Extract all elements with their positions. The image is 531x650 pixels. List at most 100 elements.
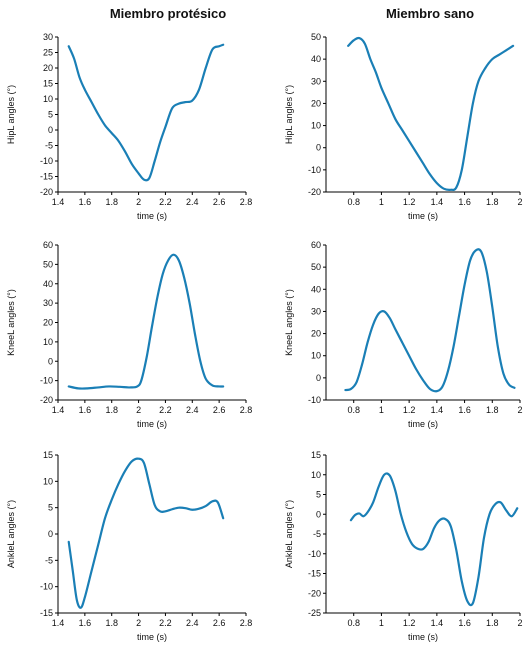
y-axis-label: HipL angles (°) xyxy=(284,85,294,144)
y-tick-label: 30 xyxy=(311,76,321,86)
y-tick-label: 60 xyxy=(311,240,321,250)
x-tick-label: 2.8 xyxy=(240,618,253,628)
x-tick-label: 1.2 xyxy=(403,618,416,628)
x-tick-label: 2.2 xyxy=(159,405,172,415)
y-tick-label: 40 xyxy=(311,54,321,64)
x-tick-label: 1 xyxy=(379,197,384,207)
series-line-knee-prosthetic xyxy=(67,253,225,390)
y-tick-label: 20 xyxy=(311,98,321,108)
y-tick-label: 30 xyxy=(43,298,53,308)
x-tick-label: 1.4 xyxy=(431,405,444,415)
y-tick-label: 20 xyxy=(43,318,53,328)
y-tick-label: -20 xyxy=(308,588,321,598)
x-tick-label: 1.2 xyxy=(403,405,416,415)
x-tick-label: 1.4 xyxy=(52,405,65,415)
y-tick-label: 5 xyxy=(48,110,53,120)
column-title-prosthetic: Miembro protésico xyxy=(109,6,227,21)
x-tick-label: 1.6 xyxy=(458,618,471,628)
y-tick-label: 40 xyxy=(43,279,53,289)
x-tick-label: 1.8 xyxy=(486,618,499,628)
y-tick-label: -15 xyxy=(308,569,321,579)
x-tick-label: 1.6 xyxy=(79,405,92,415)
x-tick-label: 2.8 xyxy=(240,405,253,415)
y-tick-label: 40 xyxy=(311,284,321,294)
y-tick-label: -10 xyxy=(40,376,53,386)
x-tick-label: 1.6 xyxy=(458,197,471,207)
y-tick-label: 60 xyxy=(43,240,53,250)
x-tick-label: 2.2 xyxy=(159,197,172,207)
x-tick-label: 1.8 xyxy=(486,197,499,207)
x-axis-label: time (s) xyxy=(408,632,438,642)
y-axis-label: KneeL angles (°) xyxy=(284,289,294,356)
x-axis-label: time (s) xyxy=(137,632,167,642)
y-tick-label: -20 xyxy=(40,395,53,405)
x-tick-label: 2 xyxy=(136,405,141,415)
y-tick-label: 15 xyxy=(43,79,53,89)
y-tick-label: 10 xyxy=(43,94,53,104)
x-tick-label: 1.6 xyxy=(458,405,471,415)
y-tick-label: 20 xyxy=(43,63,53,73)
x-tick-label: 1 xyxy=(379,618,384,628)
y-tick-label: 10 xyxy=(311,121,321,131)
x-axis-label: time (s) xyxy=(408,419,438,429)
y-tick-label: 30 xyxy=(43,32,53,42)
series-line-ankle-prosthetic xyxy=(67,457,225,609)
chart-panel-knee-prosthetic: -20 -10 0 10 20 30 40 50 60 1.4 1.6 1.8 2 2.2 2.4 2.6 2.… xyxy=(6,240,252,429)
x-tick-label: 1.4 xyxy=(431,197,444,207)
x-tick-label: 2.2 xyxy=(159,618,172,628)
x-tick-label: 2 xyxy=(517,197,522,207)
y-tick-label: 10 xyxy=(43,476,53,486)
y-tick-label: 30 xyxy=(311,306,321,316)
x-tick-label: 1.4 xyxy=(52,618,65,628)
chart-panel-ankle-healthy: -25 -20 -15 -10 -5 0 5 10 15 0.8 1 1.2 1.4 1.6 1.8 2 tim… xyxy=(284,450,523,642)
y-tick-label: -20 xyxy=(40,187,53,197)
y-tick-label: 0 xyxy=(48,529,53,539)
x-tick-label: 1.2 xyxy=(403,197,416,207)
x-tick-label: 1.6 xyxy=(79,618,92,628)
series-line-knee-healthy xyxy=(344,248,516,393)
y-axis-label: AnkleL angles (°) xyxy=(284,500,294,568)
y-tick-label: 50 xyxy=(43,259,53,269)
y-tick-label: -25 xyxy=(308,608,321,618)
x-tick-label: 1 xyxy=(379,405,384,415)
x-tick-label: 0.8 xyxy=(347,197,360,207)
y-tick-label: -5 xyxy=(45,141,53,151)
x-tick-label: 0.8 xyxy=(347,618,360,628)
x-tick-label: 1.8 xyxy=(105,405,118,415)
y-tick-label: 0 xyxy=(48,356,53,366)
y-tick-label: 25 xyxy=(43,48,53,58)
y-axis-label: KneeL angles (°) xyxy=(6,289,16,356)
y-tick-label: 0 xyxy=(48,125,53,135)
y-tick-label: -10 xyxy=(40,156,53,166)
y-axis-label: AnkleL angles (°) xyxy=(6,500,16,568)
y-tick-label: 10 xyxy=(311,470,321,480)
y-tick-label: -5 xyxy=(313,529,321,539)
x-tick-label: 2 xyxy=(136,197,141,207)
y-tick-label: 20 xyxy=(311,329,321,339)
y-tick-label: -20 xyxy=(308,187,321,197)
chart-panel-hip-healthy: -20 -10 0 10 20 30 40 50 0.8 1 1.2 1.4 1.6 1.8 2 time (… xyxy=(284,32,523,221)
chart-panel-knee-healthy: -10 0 10 20 30 40 50 60 0.8 1 1.2 1.4 1.6 1.8 2 time (s… xyxy=(284,240,523,429)
y-tick-label: -10 xyxy=(308,165,321,175)
x-tick-label: 2.4 xyxy=(186,197,199,207)
y-tick-label: 50 xyxy=(311,262,321,272)
y-tick-label: 50 xyxy=(311,32,321,42)
y-tick-label: -10 xyxy=(308,549,321,559)
x-tick-label: 2.4 xyxy=(186,405,199,415)
y-tick-label: 10 xyxy=(311,351,321,361)
y-tick-label: -15 xyxy=(40,172,53,182)
y-tick-label: -15 xyxy=(40,608,53,618)
x-tick-label: 1.8 xyxy=(105,618,118,628)
x-tick-label: 1.4 xyxy=(431,618,444,628)
x-tick-label: 2.4 xyxy=(186,618,199,628)
chart-panel-ankle-prosthetic: -15 -10 -5 0 5 10 15 1.4 1.6 1.8 2 2.2 2.4 2.6 2.8 time… xyxy=(6,450,252,642)
chart-panel-hip-prosthetic: -20 -15 -10 -5 0 5 10 15 20 25 30 1.4 1.6 1.8 2 2.2 2.4 2… xyxy=(6,32,252,221)
series-line-hip-healthy xyxy=(347,36,515,191)
x-tick-label: 1.8 xyxy=(486,405,499,415)
column-title-healthy: Miembro sano xyxy=(385,6,475,21)
x-tick-label: 2.8 xyxy=(240,197,253,207)
x-tick-label: 2.6 xyxy=(213,405,226,415)
y-tick-label: -10 xyxy=(308,395,321,405)
x-tick-label: 2 xyxy=(517,405,522,415)
